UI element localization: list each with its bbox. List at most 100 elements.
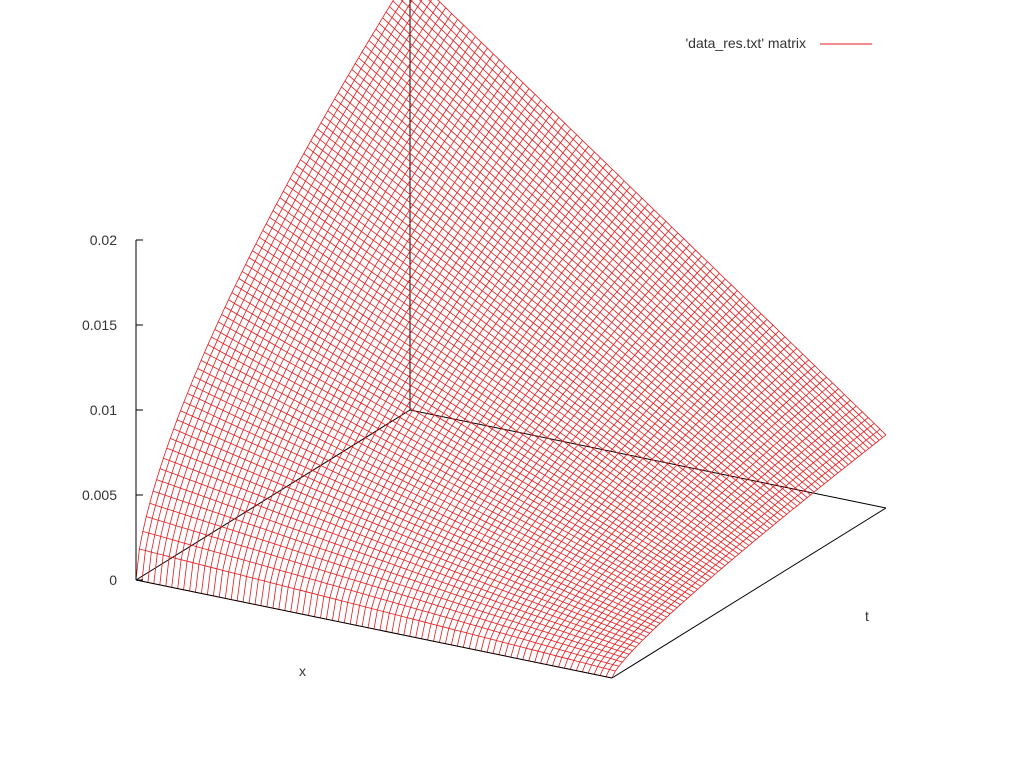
back-edge-t-at-x0 [135, 409, 411, 581]
x-axis-label: x [299, 663, 306, 679]
mesh-line-x [146, 516, 623, 663]
mesh-line-x [259, 236, 736, 558]
mesh-line-x [204, 352, 681, 605]
mesh-line-x [159, 468, 637, 648]
mesh-line-x [392, 0, 870, 449]
mesh-line-x [272, 210, 750, 546]
z-tick-label: 0.005 [82, 487, 117, 503]
mesh-line-x [313, 134, 791, 512]
mesh-line-x [197, 368, 674, 612]
mesh-line-x [372, 34, 849, 465]
t-axis-label: t [865, 608, 869, 624]
mesh-line-t [599, 423, 875, 676]
mesh-line-x [378, 23, 856, 460]
mesh-line-t [308, 140, 583, 616]
mesh-line-x [241, 271, 719, 572]
mesh-line-x [156, 479, 633, 651]
mesh-line-x [344, 80, 822, 487]
mesh-line-t [177, 13, 452, 589]
mesh-line-x [176, 419, 654, 631]
mesh-line-x [317, 128, 794, 510]
mesh-line-x [361, 51, 839, 474]
mesh-line-x [166, 447, 643, 641]
mesh-line-x [348, 74, 825, 485]
mesh-line-x [190, 384, 667, 618]
mesh-line-x [409, 0, 876, 444]
mesh-line-x [163, 457, 640, 644]
mesh-line-x [289, 178, 767, 532]
mesh-line-x [142, 531, 620, 667]
mesh-line-x [187, 393, 664, 621]
mesh-line-x [283, 190, 760, 538]
mesh-line-t [456, 284, 732, 647]
mesh-line-x [170, 438, 647, 637]
mesh-line-t [165, 1, 441, 587]
mesh-line-x [337, 92, 815, 493]
mesh-line-x [389, 6, 866, 452]
mesh-line-x [365, 45, 842, 471]
mesh-line-x [279, 197, 757, 541]
mesh-line-x [296, 165, 774, 526]
mesh-line-x [351, 69, 829, 482]
mesh-line-x [341, 86, 818, 490]
z-axis-ticks: 0 0.005 0.01 0.015 0.02 [82, 232, 143, 588]
x-axis-line [135, 579, 613, 679]
z-tick-label: 0 [109, 572, 117, 588]
z-tick-label: 0.02 [90, 232, 117, 248]
mesh-line-x [255, 243, 733, 561]
legend: 'data_res.txt' matrix [686, 35, 872, 51]
mesh-line-x [327, 110, 805, 501]
mesh-line-t [480, 307, 756, 652]
mesh-line-x [300, 159, 777, 524]
mesh-line-x [262, 230, 739, 555]
mesh-line-x [368, 40, 846, 468]
z-tick-label: 0.01 [90, 402, 117, 418]
mesh-line-x [248, 257, 726, 567]
mesh-line-x [286, 184, 763, 535]
mesh-line-x [334, 98, 811, 496]
mesh-line-x [358, 57, 835, 476]
mesh-line-x [310, 140, 787, 515]
mesh-line-t [224, 59, 500, 599]
mesh-line-x [180, 410, 657, 628]
t-axis-line [611, 507, 887, 679]
surface-mesh [135, 0, 887, 679]
mesh-line-x [385, 11, 863, 455]
mesh-line-t [611, 434, 887, 679]
mesh-line-x [207, 344, 685, 602]
mesh-line-t [587, 411, 863, 674]
mesh-line-t [171, 7, 447, 588]
mesh-line-x [437, 0, 887, 436]
mesh-line-x [211, 336, 688, 599]
mesh-line-x [152, 490, 630, 655]
mesh-line-x [173, 428, 650, 634]
mesh-line-x [245, 264, 722, 569]
mesh-line-x [320, 122, 798, 507]
mesh-line-x [303, 153, 781, 521]
mesh-line-x [276, 203, 753, 543]
mesh-line-x [214, 329, 691, 596]
mesh-line-x [330, 104, 808, 498]
mesh-line-t [605, 428, 881, 677]
mesh-line-x [235, 285, 712, 578]
mesh-line-x [293, 171, 770, 529]
mesh-line-x [269, 216, 746, 549]
mesh-line-x [307, 146, 784, 518]
mesh-line-x [200, 360, 678, 608]
mesh-line-x [183, 401, 661, 624]
mesh-line-x [194, 376, 671, 615]
mesh-line-x [354, 63, 832, 479]
mesh-line-x [428, 0, 883, 438]
mesh-line-t [147, 0, 413, 583]
mesh-line-x [375, 28, 853, 463]
mesh-line-x [139, 548, 616, 672]
mesh-line-x [382, 17, 859, 457]
z-tick-label: 0.015 [82, 317, 117, 333]
mesh-line-x [265, 223, 743, 552]
mesh-line-x [224, 306, 702, 587]
legend-label: 'data_res.txt' matrix [686, 35, 807, 51]
mesh-line-x [252, 250, 729, 564]
mesh-line-t [284, 117, 560, 611]
mesh-line-x [324, 116, 801, 504]
